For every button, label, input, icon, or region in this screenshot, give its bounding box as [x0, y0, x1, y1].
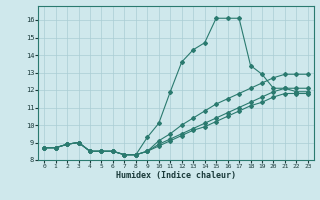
- X-axis label: Humidex (Indice chaleur): Humidex (Indice chaleur): [116, 171, 236, 180]
